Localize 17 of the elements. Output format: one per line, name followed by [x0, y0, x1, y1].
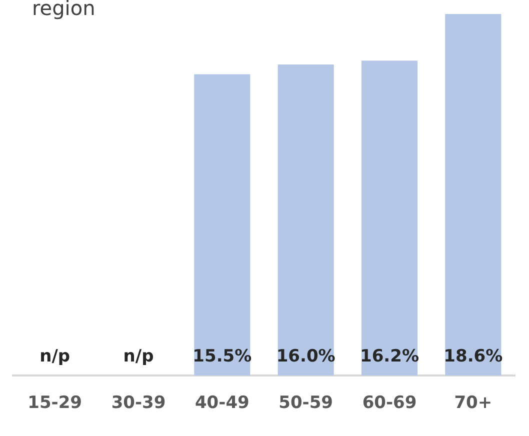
- bar: [445, 14, 502, 376]
- x-tick-label: 50-59: [278, 393, 334, 414]
- x-tick-label: 60-69: [362, 393, 417, 414]
- data-label: 18.6%: [444, 346, 503, 367]
- bar: [194, 74, 250, 376]
- text: n/p: [40, 346, 70, 367]
- bar: [361, 60, 418, 376]
- data-label: 16.0%: [276, 346, 336, 367]
- x-tick-label: 40-49: [194, 393, 250, 414]
- x-tick-label: 70+: [454, 393, 492, 414]
- x-tick-label: 30-39: [111, 393, 166, 414]
- x-tick-label: 15-29: [28, 393, 82, 414]
- text: n/p: [123, 346, 154, 367]
- bar: [278, 64, 334, 376]
- data-label: 16.2%: [360, 346, 419, 367]
- data-label: 15.5%: [192, 346, 252, 367]
- chart-title: region: [32, 0, 96, 20]
